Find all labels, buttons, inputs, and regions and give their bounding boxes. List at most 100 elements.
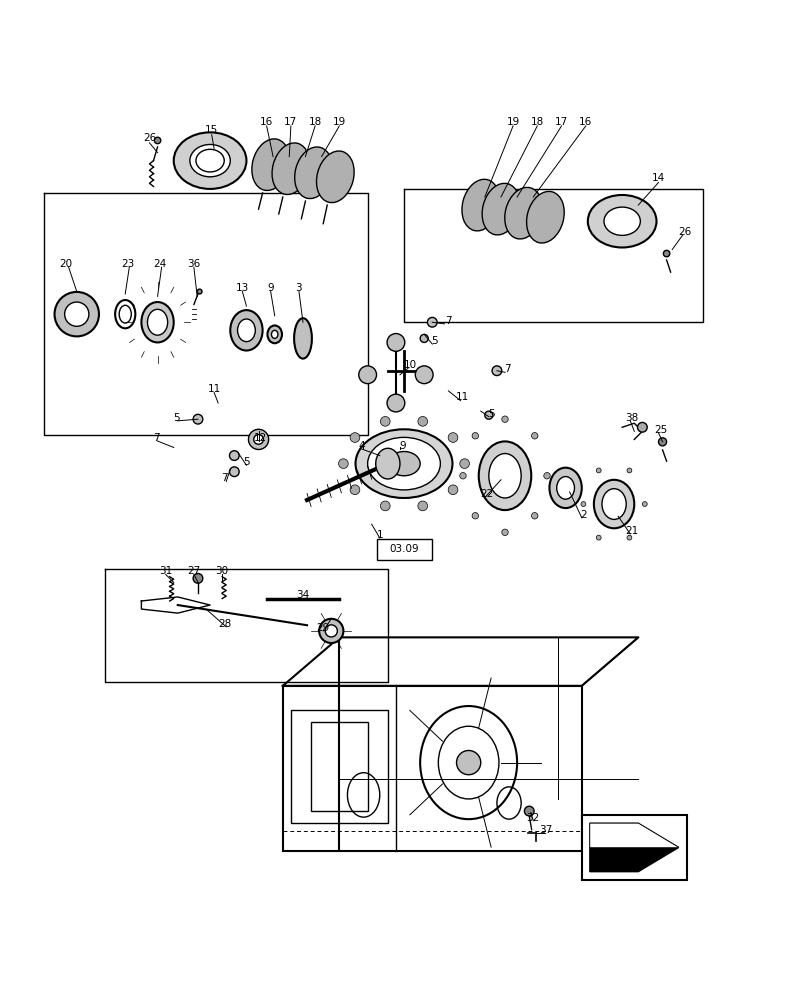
Text: 3: 3 [296,283,302,293]
Text: 5: 5 [243,457,250,467]
Circle shape [448,433,458,442]
Ellipse shape [254,435,263,444]
Text: 4: 4 [359,441,365,451]
Ellipse shape [197,289,202,294]
Ellipse shape [376,448,400,479]
Text: 14: 14 [652,173,665,183]
Ellipse shape [267,325,282,343]
Ellipse shape [230,310,263,351]
Circle shape [418,501,427,511]
Ellipse shape [229,451,239,460]
Text: 9: 9 [399,441,406,451]
Ellipse shape [294,318,312,359]
Circle shape [524,806,534,816]
Ellipse shape [485,411,493,419]
Circle shape [532,433,538,439]
Ellipse shape [492,366,502,376]
Text: 12: 12 [254,433,267,443]
Text: 2: 2 [580,510,587,520]
Ellipse shape [193,414,203,424]
Text: 11: 11 [208,384,221,394]
Text: 5: 5 [488,409,494,419]
Circle shape [193,574,203,583]
Text: 7: 7 [504,364,511,374]
Text: 36: 36 [187,259,200,269]
Circle shape [532,513,538,519]
Polygon shape [590,847,679,872]
Circle shape [448,485,458,495]
Ellipse shape [55,292,99,336]
Text: 5: 5 [431,336,438,346]
Text: 15: 15 [205,125,218,135]
Ellipse shape [359,366,377,384]
Text: 27: 27 [187,566,200,576]
Circle shape [642,502,647,506]
Ellipse shape [415,366,433,384]
Circle shape [472,513,478,519]
Text: 16: 16 [579,117,592,127]
Text: 25: 25 [654,425,667,435]
Ellipse shape [604,207,640,235]
Ellipse shape [154,137,161,144]
Circle shape [350,433,360,442]
Circle shape [472,433,478,439]
Ellipse shape [489,454,521,498]
Ellipse shape [527,191,564,243]
Ellipse shape [174,132,246,189]
Circle shape [544,473,550,479]
Ellipse shape [663,250,670,257]
Circle shape [502,529,508,536]
FancyBboxPatch shape [377,539,432,560]
Text: 30: 30 [216,566,229,576]
Text: 31: 31 [159,566,172,576]
Text: 03.09: 03.09 [389,544,419,554]
Circle shape [460,459,469,468]
Ellipse shape [388,452,420,476]
Ellipse shape [249,429,268,450]
Circle shape [627,468,632,473]
Text: 23: 23 [121,259,134,269]
Circle shape [502,416,508,422]
Ellipse shape [325,625,338,637]
Circle shape [627,535,632,540]
Text: 10: 10 [404,360,417,370]
Text: 7: 7 [153,433,159,443]
Ellipse shape [141,302,174,342]
Text: 17: 17 [555,117,568,127]
Ellipse shape [252,139,289,190]
Text: 22: 22 [480,489,493,499]
Ellipse shape [602,489,626,519]
Ellipse shape [387,394,405,412]
Text: 26: 26 [143,133,156,143]
Circle shape [457,750,481,775]
Ellipse shape [295,147,332,199]
Text: 26: 26 [679,227,692,237]
Text: 29: 29 [317,623,330,633]
Ellipse shape [594,480,634,528]
Ellipse shape [505,187,542,239]
Text: 19: 19 [333,117,346,127]
Ellipse shape [271,330,278,338]
Ellipse shape [65,302,89,326]
Text: 19: 19 [507,117,520,127]
Text: 20: 20 [60,259,73,269]
Ellipse shape [387,334,405,351]
Circle shape [581,502,586,506]
Text: 11: 11 [456,392,469,402]
Text: 17: 17 [284,117,297,127]
Text: 37: 37 [539,825,552,835]
Ellipse shape [478,441,532,510]
Circle shape [460,473,466,479]
Text: 38: 38 [625,413,638,423]
Circle shape [596,535,601,540]
Circle shape [418,417,427,426]
Ellipse shape [229,467,239,477]
Circle shape [638,422,647,432]
Ellipse shape [319,619,343,643]
Ellipse shape [356,429,452,498]
Circle shape [596,468,601,473]
Text: 7: 7 [445,316,452,326]
Text: 24: 24 [154,259,166,269]
Ellipse shape [549,468,582,508]
Text: 34: 34 [297,590,309,600]
